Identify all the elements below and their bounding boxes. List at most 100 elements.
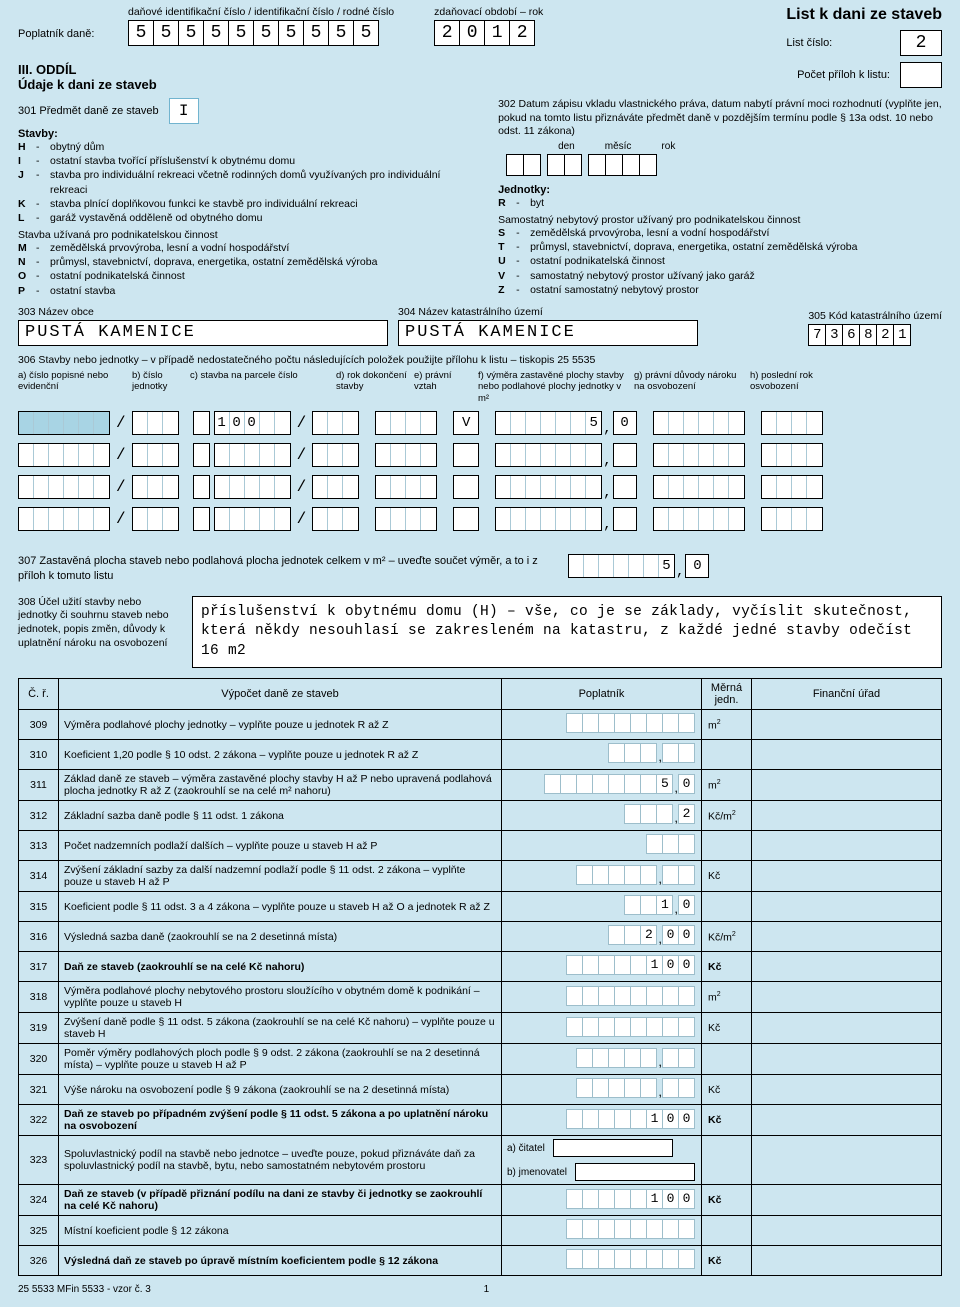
jednotky-r: R-byt: [498, 196, 942, 210]
f308-textarea[interactable]: příslušenství k obytnému domu (H) – vše,…: [192, 596, 942, 669]
right-column: 302 Datum zápisu vkladu vlastnického prá…: [498, 98, 942, 298]
f306-col-headers: a) číslo popisné nebo evidenční b) číslo…: [18, 370, 942, 404]
priloh-label: Počet příloh k listu:: [797, 69, 890, 81]
calc-row-313: 313Počet nadzemních podlaží dalších – vy…: [19, 831, 942, 861]
list-cislo-row: List číslo: 2: [786, 30, 942, 56]
hdr-unit: Měrná jedn.: [702, 679, 752, 710]
section-3-heading: III. ODDÍL Údaje k dani ze staveb: [18, 62, 157, 92]
calc-row-314: 314Zvýšení základní sazby za další nadze…: [19, 861, 942, 892]
rok-label: rok: [661, 141, 675, 152]
f307-dec[interactable]: 0: [685, 554, 709, 578]
f306-row[interactable]: /100/V5,0: [18, 410, 942, 436]
period-input[interactable]: 2012: [434, 20, 543, 46]
header-right: List k dani ze staveb List číslo: 2: [786, 6, 942, 56]
f302-date-input[interactable]: [506, 154, 942, 176]
nebyt-head: Samostatný nebytový prostor užívaný pro …: [498, 214, 942, 226]
f306-row[interactable]: //,: [18, 442, 942, 468]
calc-row-312: 312Základní sazba daně podle § 11 odst. …: [19, 801, 942, 831]
f302-text: 302 Datum zápisu vkladu vlastnického prá…: [498, 98, 942, 139]
f306-caption: 306 Stavby nebo jednotky – v případě ned…: [18, 354, 942, 366]
f307-row: 307 Zastavěná plocha staveb nebo podlaho…: [18, 554, 942, 584]
row-303-305: 303 Název obce PUSTÁ KAMENICE 304 Název …: [18, 306, 942, 346]
hdr-pop: Poplatník: [502, 679, 702, 710]
taxpayer-label: Poplatník daně:: [18, 6, 118, 40]
calc-row-325: 325Místní koeficient podle § 12 zákona: [19, 1216, 942, 1246]
f306-row[interactable]: //,: [18, 474, 942, 500]
f303-block: 303 Název obce PUSTÁ KAMENICE: [18, 306, 388, 346]
calc-row-310: 310Koeficient 1,20 podle § 10 odst. 2 zá…: [19, 740, 942, 770]
stavba-uziv-list: M-zemědělská prvovýroba, lesní a vodní h…: [18, 241, 480, 298]
f307-input[interactable]: 5,0: [568, 554, 709, 578]
calc-row-315: 315Koeficient podle § 11 odst. 3 a 4 zák…: [19, 892, 942, 922]
calc-row-316: 316Výsledná sazba daně (zaokrouhlí se na…: [19, 922, 942, 952]
col-h: h) poslední rok osvobození: [750, 370, 830, 393]
calc-row-320: 320Poměr výměry podlahových ploch podle …: [19, 1044, 942, 1075]
form-page: Poplatník daně: daňové identifikační čís…: [0, 0, 960, 1307]
col-d: d) rok dokončení stavby: [336, 370, 408, 393]
calc-row-324: 324Daň ze staveb (v případě přiznání pod…: [19, 1185, 942, 1216]
calc-row-319: 319Zvýšení daně podle § 11 odst. 5 zákon…: [19, 1013, 942, 1044]
date-labels: den měsíc rok: [558, 141, 942, 152]
field-301: 301 Předmět daně ze staveb I: [18, 98, 480, 124]
calc-row-309: 309Výměra podlahové plochy jednotky – vy…: [19, 710, 942, 740]
priloh-row: Počet příloh k listu:: [797, 62, 942, 88]
f304-label: 304 Název katastrálního území: [398, 306, 698, 318]
mesic-label: měsíc: [605, 141, 632, 152]
section-header-row: III. ODDÍL Údaje k dani ze staveb Počet …: [18, 62, 942, 92]
calc-row-321: 321Výše nároku na osvobození podle § 9 z…: [19, 1075, 942, 1105]
calc-row-318: 318Výměra podlahové plochy nebytového pr…: [19, 982, 942, 1013]
col-b: b) číslo jednotky: [132, 370, 184, 393]
col-g: g) právní důvody nároku na osvobození: [634, 370, 744, 393]
id-caption: daňové identifikační číslo / identifikač…: [128, 6, 394, 18]
f308-label: 308 Účel užití stavby nebo jednotky či s…: [18, 596, 178, 669]
f304-block: 304 Název katastrálního území PUSTÁ KAME…: [398, 306, 698, 346]
list-cislo-label: List číslo:: [786, 37, 832, 49]
f301-label: 301 Předmět daně ze staveb: [18, 105, 159, 117]
f303-input[interactable]: PUSTÁ KAMENICE: [18, 320, 388, 346]
calc-table: Č. ř. Výpočet daně ze staveb Poplatník M…: [18, 678, 942, 1276]
f301-input[interactable]: I: [169, 98, 199, 124]
f304-input[interactable]: PUSTÁ KAMENICE: [398, 320, 698, 346]
oddil-title: Údaje k dani ze staveb: [18, 77, 157, 92]
hdr-fin: Finanční úřad: [752, 679, 942, 710]
oddil-label: III. ODDÍL: [18, 62, 157, 77]
f308-row: 308 Účel užití stavby nebo jednotky či s…: [18, 596, 942, 669]
col-e: e) právní vztah: [414, 370, 472, 393]
footer-left: 25 5533 MFin 5533 - vzor č. 3: [18, 1284, 151, 1295]
definitions-row: 301 Předmět daně ze staveb I Stavby: H-o…: [18, 98, 942, 298]
jednotky-heading: Jednotky:: [498, 184, 942, 196]
col-f: f) výměra zastavěné plochy stavby nebo p…: [478, 370, 628, 404]
col-c: c) stavba na parcele číslo: [190, 370, 330, 381]
calc-row-323: 323Spoluvlastnický podíl na stavbě nebo …: [19, 1136, 942, 1185]
calc-row-317: 317Daň ze staveb (zaokrouhlí se na celé …: [19, 952, 942, 982]
f305-block: 305 Kód katastrálního území 736821: [808, 310, 942, 346]
period-block: zdaňovací období – rok 2012: [434, 6, 543, 46]
calc-row-326: 326Výsledná daň ze staveb po úpravě míst…: [19, 1246, 942, 1276]
id-input[interactable]: 5555555555: [128, 20, 394, 46]
col-a: a) číslo popisné nebo evidenční: [18, 370, 126, 393]
list-cislo-input[interactable]: 2: [900, 30, 942, 56]
f307-label: 307 Zastavěná plocha staveb nebo podlaho…: [18, 554, 538, 584]
f306-rows: /100/V5,0 //, //, //,: [18, 410, 942, 532]
f306-row[interactable]: //,: [18, 506, 942, 532]
stavby-def-list: H-obytný důmI-ostatní stavba tvořící pří…: [18, 140, 480, 225]
f305-label: 305 Kód katastrálního území: [808, 310, 942, 322]
calc-row-311: 311Základ daně ze staveb – výměra zastav…: [19, 770, 942, 801]
calc-header-row: Č. ř. Výpočet daně ze staveb Poplatník M…: [19, 679, 942, 710]
stavby-heading: Stavby:: [18, 128, 480, 140]
left-column: 301 Předmět daně ze staveb I Stavby: H-o…: [18, 98, 480, 298]
footer-page: 1: [484, 1284, 490, 1295]
hdr-vyp: Výpočet daně ze staveb: [59, 679, 502, 710]
page-title: List k dani ze staveb: [786, 6, 942, 24]
id-block: daňové identifikační číslo / identifikač…: [128, 6, 394, 46]
f305-input[interactable]: 736821: [808, 324, 942, 346]
footer: 25 5533 MFin 5533 - vzor č. 3 1: [18, 1284, 942, 1295]
stavba-uziv-head: Stavba užívaná pro podnikatelskou činnos…: [18, 229, 480, 241]
den-label: den: [558, 141, 575, 152]
hdr-cr: Č. ř.: [19, 679, 59, 710]
calc-row-322: 322Daň ze staveb po případném zvýšení po…: [19, 1105, 942, 1136]
header: Poplatník daně: daňové identifikační čís…: [18, 6, 942, 56]
priloh-input[interactable]: [900, 62, 942, 88]
nebyt-list: S-zemědělská prvovýroba, lesní a vodní h…: [498, 226, 942, 297]
period-caption: zdaňovací období – rok: [434, 6, 543, 18]
